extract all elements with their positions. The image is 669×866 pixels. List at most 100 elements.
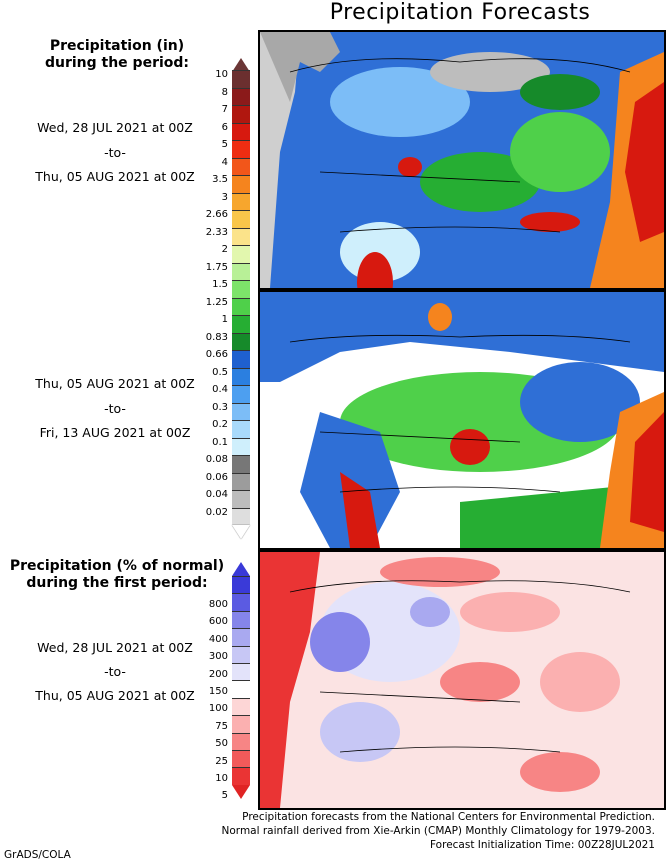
- colorbar-segment: [232, 697, 250, 716]
- precip-heading: Precipitation (in) during the period:: [0, 38, 234, 72]
- pct-heading-line1: Precipitation (% of normal): [9, 558, 225, 574]
- colorbar-tick-label: 100: [208, 703, 228, 715]
- pct-period-sep: -to-: [104, 664, 126, 679]
- colorbar-segment: [232, 402, 250, 420]
- colorbar-tick-label: 0.4: [212, 384, 228, 395]
- pct-heading-line2: during the first period:: [26, 575, 208, 591]
- colorbar-tick-label: 1: [221, 314, 228, 325]
- colorbar-tick-label: 2.66: [205, 209, 228, 220]
- colorbar-tick-label: 1.5: [212, 279, 228, 290]
- colorbar-segment: [232, 105, 250, 123]
- colorbar-segment: [232, 192, 250, 210]
- precip-heading-line1: Precipitation (in): [49, 38, 185, 54]
- pct-normal-map: [258, 550, 666, 810]
- precip-map-period2: [258, 290, 666, 550]
- colorbar-tip-top: [232, 58, 250, 72]
- colorbar-segment: [232, 680, 250, 698]
- precip-colorbar: [232, 58, 250, 539]
- colorbar-segment: [232, 367, 250, 385]
- colorbar-segment: [232, 227, 250, 245]
- colorbar-segment: [232, 350, 250, 368]
- pct-period-start: Wed, 28 JUL 2021 at 00Z: [37, 640, 193, 655]
- pct-colorbar: [232, 562, 250, 799]
- pct-normal-map-graphic: [260, 552, 664, 808]
- colorbar-segment: [232, 437, 250, 455]
- colorbar-segment: [232, 610, 250, 629]
- colorbar-tick-label: 3: [221, 191, 228, 203]
- colorbar-segment: [232, 663, 250, 681]
- colorbar-segment: [232, 628, 250, 646]
- colorbar-tick-label: 8: [221, 86, 228, 98]
- footer-line2: Normal rainfall derived from Xie-Arkin (…: [221, 825, 655, 837]
- colorbar-tick-label: 4: [221, 156, 228, 168]
- colorbar-tick-label: 1.25: [205, 296, 228, 308]
- colorbar-tick-label: 6: [221, 121, 228, 133]
- colorbar-segment: [232, 715, 250, 733]
- precip-heading-line2: during the period:: [44, 55, 190, 71]
- colorbar-segment: [232, 645, 250, 663]
- colorbar-segment: [232, 245, 250, 263]
- period1-end: Thu, 05 AUG 2021 at 00Z: [35, 169, 195, 184]
- period1-start: Wed, 28 JUL 2021 at 00Z: [37, 120, 193, 135]
- colorbar-tick-label: 800: [208, 599, 228, 610]
- colorbar-segment: [232, 87, 250, 105]
- colorbar-segment: [232, 750, 250, 768]
- colorbar-tick-label: 0.06: [205, 471, 228, 483]
- colorbar-segment: [232, 576, 250, 594]
- colorbar-tick-label: 0.66: [205, 349, 228, 360]
- colorbar-segment: [232, 767, 250, 785]
- colorbar-segment: [232, 732, 250, 750]
- colorbar-tick-label: 2: [221, 244, 228, 255]
- precip-map-period2-graphic: [260, 292, 664, 548]
- colorbar-tick-label: 0.02: [205, 506, 228, 518]
- colorbar-tick-label: 600: [208, 616, 228, 628]
- colorbar-segment: [232, 332, 250, 350]
- page-title: Precipitation Forecasts: [329, 0, 591, 25]
- pct-period-end: Thu, 05 AUG 2021 at 00Z: [35, 688, 195, 703]
- colorbar-tick-label: 10: [215, 69, 228, 80]
- colorbar-segment: [232, 262, 250, 280]
- colorbar-segment: [232, 490, 250, 508]
- colorbar-segment: [232, 157, 250, 175]
- colorbar-tick-label: 300: [208, 651, 228, 663]
- colorbar-tick-label: 25: [215, 755, 228, 767]
- pct-colorbar-labels: 800 600 400 300 200 150 100 75 50 25 10 5: [188, 590, 228, 801]
- precip-colorbar-labels: 10 8 7 6 5 4 3.5 3 2.66 2.33 2 1.75 1.5 1.25 1 0.83 0.66…: [188, 60, 228, 520]
- credit: GrADS/COLA: [4, 849, 71, 861]
- colorbar-segment: [232, 507, 250, 525]
- colorbar-segment: [232, 280, 250, 298]
- colorbar-tick-label: 0.1: [212, 436, 228, 448]
- colorbar-tick-label: 75: [215, 720, 228, 732]
- colorbar-segment: [232, 210, 250, 228]
- colorbar-tick-label: 5: [221, 139, 228, 150]
- colorbar-segment: [232, 122, 250, 140]
- period1-sep: -to-: [104, 145, 126, 160]
- colorbar-tick-label: 50: [215, 738, 228, 750]
- colorbar-segment: [232, 297, 250, 315]
- colorbar-segment: [232, 315, 250, 333]
- colorbar-segment: [232, 385, 250, 403]
- precip-map-period1: [258, 30, 666, 290]
- footer-line1: Precipitation forecasts from the Nationa…: [242, 811, 655, 823]
- colorbar-segment: [232, 472, 250, 490]
- colorbar-tick-label: 0.5: [212, 366, 228, 378]
- colorbar-tick-label: 7: [221, 104, 228, 115]
- colorbar-segment: [232, 140, 250, 158]
- colorbar-tick-label: 200: [208, 668, 228, 680]
- colorbar-tick-label: 1.75: [205, 261, 228, 273]
- colorbar-segment: [232, 175, 250, 193]
- footer-line3: Forecast Initialization Time: 00Z28JUL20…: [430, 839, 655, 851]
- colorbar-tick-label: 0.3: [212, 401, 228, 413]
- precip-map-period1-graphic: [260, 32, 664, 288]
- colorbar-tick-label: 10: [215, 773, 228, 784]
- colorbar-tick-label: 0.08: [205, 454, 228, 465]
- period2-sep: -to-: [104, 401, 126, 416]
- colorbar-tick-label: 0.04: [205, 489, 228, 500]
- colorbar-tick-label: 150: [208, 686, 228, 697]
- colorbar-segment: [232, 455, 250, 473]
- colorbar-segment: [232, 593, 250, 611]
- pct-heading: Precipitation (% of normal) during the f…: [0, 558, 234, 592]
- colorbar-tick-label: 2.33: [205, 226, 228, 238]
- colorbar-segment: [232, 420, 250, 438]
- colorbar-tick-label: 0.2: [212, 419, 228, 430]
